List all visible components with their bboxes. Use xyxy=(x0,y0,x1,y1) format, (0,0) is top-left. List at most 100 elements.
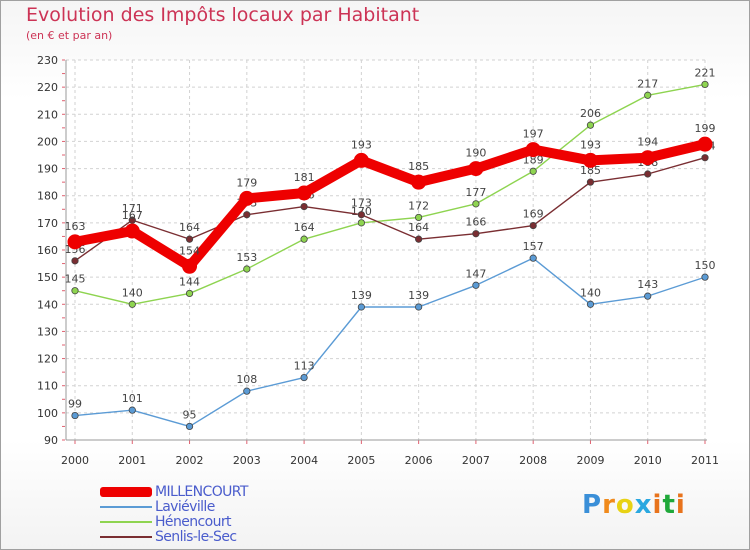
legend-swatch xyxy=(100,505,152,508)
data-point-henencourt xyxy=(701,80,709,89)
data-label-henencourt: 144 xyxy=(179,275,200,288)
data-label-millencourt: 197 xyxy=(523,128,544,141)
y-tick-label: 210 xyxy=(37,108,58,121)
y-tick-label: 200 xyxy=(37,135,58,148)
x-tick-label: 2004 xyxy=(290,454,318,467)
data-point-millencourt xyxy=(411,174,427,190)
data-point-henencourt xyxy=(586,121,595,129)
data-label-henencourt: 172 xyxy=(408,199,429,212)
data-point-henencourt xyxy=(644,91,652,99)
data-label-henencourt: 153 xyxy=(236,251,257,264)
data-label-henencourt: 140 xyxy=(122,286,143,299)
data-point-lavieville xyxy=(243,387,251,395)
data-label-lavieville: 139 xyxy=(408,289,429,302)
logo-letter: t xyxy=(662,490,676,520)
data-point-lavieville xyxy=(529,254,537,262)
data-point-millencourt xyxy=(67,234,83,250)
data-label-lavieville: 113 xyxy=(294,360,315,373)
legend-item: Hénencourt xyxy=(100,513,248,530)
y-tick-label: 140 xyxy=(37,298,58,311)
data-label-lavieville: 147 xyxy=(465,267,486,280)
legend-item: Laviéville xyxy=(100,498,248,515)
data-label-millencourt: 179 xyxy=(236,176,257,189)
series-line-henencourt xyxy=(74,83,706,305)
legend-swatch xyxy=(100,520,152,523)
x-tick-label: 2005 xyxy=(347,454,375,467)
y-tick-label: 180 xyxy=(37,190,58,203)
x-tick-label: 2007 xyxy=(462,454,490,467)
data-point-henencourt xyxy=(415,213,423,222)
y-tick-label: 190 xyxy=(37,163,58,176)
data-point-henencourt xyxy=(128,300,136,308)
data-point-henencourt xyxy=(243,265,251,273)
data-point-henencourt xyxy=(71,287,79,295)
logo-letter: P xyxy=(582,490,603,520)
chart-title: Evolution des Impôts locaux par Habitant xyxy=(26,4,420,26)
legend-label: Senlis-le-Sec xyxy=(155,528,237,545)
data-point-millencourt xyxy=(353,152,369,168)
x-tick-label: 2002 xyxy=(176,454,204,467)
data-point-lavieville xyxy=(644,292,652,300)
data-label-henencourt: 217 xyxy=(637,77,658,90)
y-tick-label: 220 xyxy=(37,81,58,94)
legend-label: MILLENCOURT xyxy=(155,483,248,500)
data-point-senlis-le-sec xyxy=(243,211,251,219)
data-label-millencourt: 185 xyxy=(408,160,429,173)
data-point-senlis-le-sec xyxy=(71,257,79,265)
proxiti-logo: Proxiti xyxy=(582,490,686,520)
data-point-senlis-le-sec xyxy=(357,211,365,219)
y-tick-label: 90 xyxy=(44,434,58,447)
x-tick-label: 2000 xyxy=(61,454,89,467)
data-point-lavieville xyxy=(128,406,136,414)
data-label-millencourt: 181 xyxy=(294,171,315,184)
logo-letter: x xyxy=(634,490,653,520)
data-point-senlis-le-sec xyxy=(586,178,595,186)
data-point-lavieville xyxy=(701,273,709,281)
data-label-henencourt: 164 xyxy=(294,221,315,234)
data-label-millencourt: 163 xyxy=(65,220,86,233)
data-label-lavieville: 95 xyxy=(183,408,197,421)
data-point-senlis-le-sec xyxy=(415,235,423,243)
chart-subtitle: (en € et par an) xyxy=(26,29,113,42)
legend-swatch xyxy=(100,486,152,497)
legend-label: Hénencourt xyxy=(155,513,231,530)
data-point-senlis-le-sec xyxy=(128,216,136,224)
legend-item: Senlis-le-Sec xyxy=(100,528,248,545)
y-tick-label: 100 xyxy=(37,407,58,420)
data-point-senlis-le-sec xyxy=(472,230,480,238)
data-point-lavieville xyxy=(185,422,194,431)
x-tick-label: 2003 xyxy=(233,454,261,467)
data-point-millencourt xyxy=(239,190,255,206)
x-tick-label: 2011 xyxy=(691,454,719,467)
data-point-millencourt xyxy=(182,258,198,274)
data-label-senlis-le-sec: 185 xyxy=(580,164,601,177)
series-line-senlis-le-sec xyxy=(74,157,706,262)
logo-letter: r xyxy=(602,490,616,520)
data-label-millencourt: 199 xyxy=(695,122,716,135)
data-point-millencourt xyxy=(296,185,312,201)
y-tick-label: 110 xyxy=(37,380,58,393)
data-label-millencourt: 167 xyxy=(122,209,143,222)
series-line-lavieville xyxy=(74,257,706,428)
data-point-lavieville xyxy=(71,411,79,420)
data-point-henencourt xyxy=(185,289,194,298)
data-point-senlis-le-sec xyxy=(529,221,537,230)
data-point-henencourt xyxy=(300,235,308,243)
x-tick-label: 2010 xyxy=(634,454,662,467)
legend-label: Laviéville xyxy=(155,498,215,515)
data-point-lavieville xyxy=(357,303,365,311)
data-point-millencourt xyxy=(640,150,656,166)
y-tick-label: 170 xyxy=(37,217,58,230)
x-tick-label: 2009 xyxy=(576,454,604,467)
data-label-millencourt: 194 xyxy=(637,136,658,149)
data-label-lavieville: 101 xyxy=(122,392,143,405)
data-point-lavieville xyxy=(300,373,308,382)
x-tick-label: 2006 xyxy=(405,454,433,467)
data-label-lavieville: 157 xyxy=(523,240,544,253)
data-point-millencourt xyxy=(525,142,541,158)
data-label-senlis-le-sec: 166 xyxy=(465,216,486,229)
data-point-millencourt xyxy=(582,152,598,168)
x-tick-label: 2001 xyxy=(118,454,146,467)
chart-legend: MILLENCOURT Laviéville Hénencourt Senlis-le… xyxy=(100,483,248,545)
